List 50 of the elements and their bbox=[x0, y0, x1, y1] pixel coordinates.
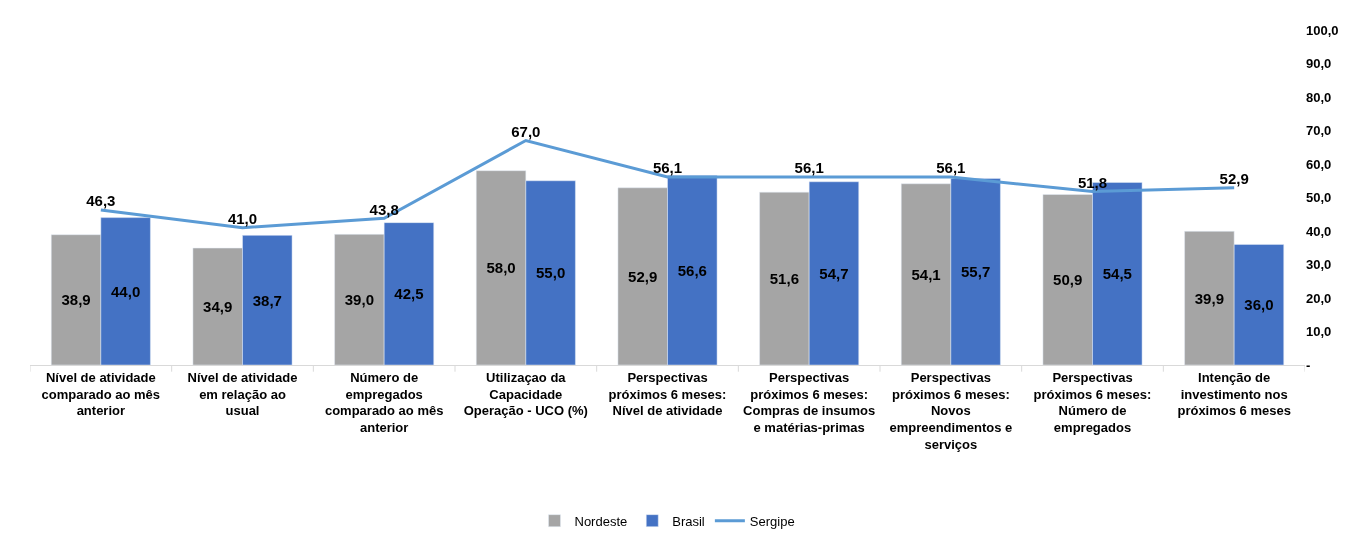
x-tick-label: Utilizaçao da Capacidade Operação - UCO (%) bbox=[463, 369, 588, 419]
x-tick-label: Perspectivas próximos 6 meses: Nível de atividade bbox=[608, 369, 727, 419]
y-tick-label: 70,0 bbox=[1306, 123, 1332, 139]
y-tick-label: 90,0 bbox=[1306, 56, 1332, 72]
data-label: 67,0 bbox=[511, 122, 541, 140]
data-label: 42,5 bbox=[394, 285, 424, 303]
legend-label: Sergipe bbox=[749, 513, 795, 529]
x-tick-label: Número de empregados comparado ao mês anterior bbox=[324, 369, 444, 436]
data-label: 55,7 bbox=[961, 263, 991, 281]
data-label: 55,0 bbox=[536, 264, 566, 282]
y-tick-label: 20,0 bbox=[1306, 290, 1332, 306]
data-label: 54,7 bbox=[819, 264, 849, 282]
data-label: 58,0 bbox=[486, 259, 516, 277]
data-label: 38,7 bbox=[252, 291, 282, 309]
data-label: 52,9 bbox=[628, 267, 658, 285]
data-label: 34,9 bbox=[203, 298, 233, 316]
data-label: 38,9 bbox=[61, 291, 91, 309]
y-tick-label: 60,0 bbox=[1306, 156, 1332, 172]
x-tick-label: Intenção de investimento nos próximos 6 meses bbox=[1177, 369, 1291, 419]
data-label: 52,9 bbox=[1219, 170, 1249, 188]
y-tick-label: 50,0 bbox=[1306, 190, 1332, 206]
data-label: 56,1 bbox=[936, 159, 966, 177]
data-label: 54,1 bbox=[911, 265, 941, 283]
data-label: 56,1 bbox=[794, 159, 824, 177]
data-label: 51,8 bbox=[1077, 173, 1108, 191]
y-tick-label: 30,0 bbox=[1306, 257, 1332, 273]
data-label: 44,0 bbox=[111, 282, 141, 300]
x-tick-label: Perspectivas próximos 6 meses: Compras de insumos e matérias-primas bbox=[743, 369, 876, 436]
x-tick-label: Perspectivas próximos 6 meses: Número de empregados bbox=[1033, 369, 1152, 436]
data-label: 43,8 bbox=[369, 200, 399, 218]
y-tick-label: 40,0 bbox=[1306, 223, 1332, 239]
y-tick-label: 100,0 bbox=[1306, 22, 1339, 38]
data-label: 56,1 bbox=[652, 159, 683, 177]
data-label: 50,9 bbox=[1053, 271, 1083, 289]
data-label: 41,0 bbox=[227, 209, 258, 227]
data-label: 36,0 bbox=[1244, 296, 1274, 314]
y-tick-label: 80,0 bbox=[1306, 89, 1332, 105]
data-label: 51,6 bbox=[769, 270, 799, 288]
data-label: 39,0 bbox=[344, 291, 374, 309]
x-tick-label: Nível de atividade em relação ao usual bbox=[187, 369, 298, 419]
y-tick-label: - bbox=[1306, 357, 1311, 373]
data-label: 39,9 bbox=[1194, 289, 1224, 307]
x-tick-label: Perspectivas próximos 6 meses: Novos empreendimentos e serviços bbox=[889, 369, 1013, 453]
x-tick-label: Nível de atividade comparado ao mês anterior bbox=[41, 369, 161, 419]
y-tick-label: 10,0 bbox=[1306, 324, 1332, 340]
data-label: 54,5 bbox=[1102, 265, 1132, 283]
legend-label: Nordeste bbox=[574, 513, 628, 529]
legend-label: Brasil bbox=[672, 513, 705, 529]
data-label: 56,6 bbox=[677, 261, 707, 279]
data-label: 46,3 bbox=[86, 192, 116, 210]
